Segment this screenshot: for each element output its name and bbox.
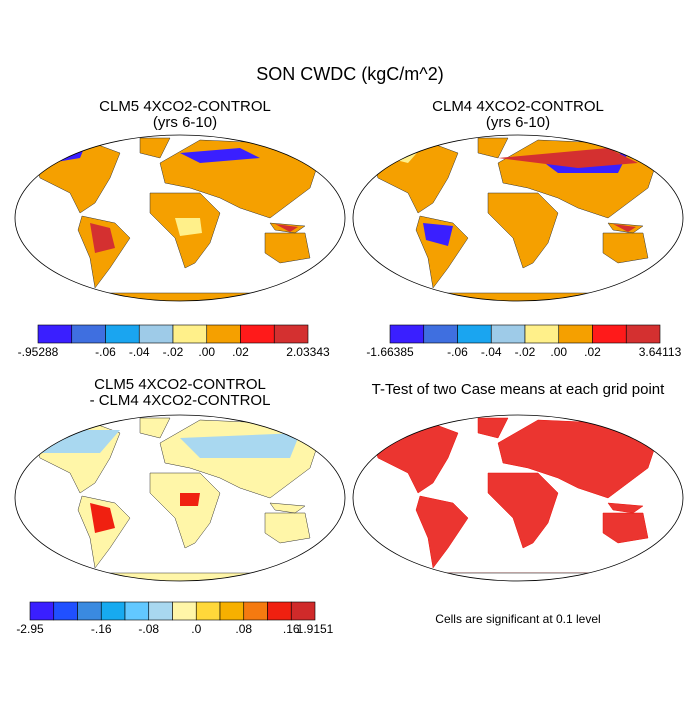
colorbar-label: 3.64113	[639, 345, 682, 359]
colorbar-box	[71, 324, 106, 344]
colorbar-label: .02	[232, 345, 249, 359]
colorbar-box	[423, 324, 458, 344]
panel-title: - CLM4 4XCO2-CONTROL	[90, 392, 271, 409]
colorbar-label: -.06	[95, 345, 116, 359]
colorbar-box	[389, 324, 425, 344]
colorbar-label: -.04	[129, 345, 150, 359]
colorbar-label: .08	[235, 622, 252, 636]
map	[352, 414, 684, 582]
colorbar-box	[53, 601, 78, 621]
colorbar-box	[206, 324, 241, 344]
panel-title: (yrs 6-10)	[153, 114, 217, 131]
colorbar-label: -.16	[91, 622, 112, 636]
colorbar-box	[77, 601, 102, 621]
colorbar-label: .02	[584, 345, 601, 359]
colorbar-box	[267, 601, 292, 621]
colorbar-box	[558, 324, 593, 344]
map	[14, 134, 346, 302]
colorbar-label: -.95288	[18, 345, 59, 359]
colorbar-label: .00	[550, 345, 567, 359]
panel-note: Cells are significant at 0.1 level	[435, 612, 600, 626]
colorbar-box	[240, 324, 275, 344]
panel-title: CLM4 4XCO2-CONTROL	[432, 98, 604, 115]
colorbar-box	[37, 324, 73, 344]
colorbar-label: .16	[283, 622, 300, 636]
colorbar-box	[100, 601, 126, 621]
figure-title: SON CWDC (kgC/m^2)	[256, 64, 443, 84]
panel-title: CLM5 4XCO2-CONTROL	[94, 376, 266, 393]
colorbar-label: -.02	[163, 345, 184, 359]
colorbar-box	[219, 601, 245, 621]
colorbar-box	[148, 601, 173, 621]
colorbar-box	[524, 324, 560, 344]
panel-title: CLM5 4XCO2-CONTROL	[99, 98, 271, 115]
colorbar-label: -2.95	[16, 622, 44, 636]
colorbar-box	[243, 601, 268, 621]
colorbar-box	[172, 324, 208, 344]
colorbar-box	[138, 324, 174, 344]
colorbar-label: -.06	[447, 345, 468, 359]
colorbar-box	[490, 324, 526, 344]
colorbar-label: .00	[198, 345, 215, 359]
colorbar-box	[457, 324, 492, 344]
colorbar-box	[625, 324, 661, 344]
colorbar-box	[195, 601, 221, 621]
colorbar-box	[273, 324, 309, 344]
map	[14, 414, 346, 582]
colorbar-box	[105, 324, 140, 344]
colorbar-box	[124, 601, 150, 621]
colorbar-box	[290, 601, 316, 621]
colorbar-label: -.04	[481, 345, 502, 359]
colorbar-label: -1.66385	[366, 345, 414, 359]
colorbar-label: 2.03343	[286, 345, 330, 359]
colorbar-box	[29, 601, 55, 621]
colorbar-label: -.02	[515, 345, 536, 359]
panel-title: (yrs 6-10)	[486, 114, 550, 131]
colorbar-label: 1.9151	[297, 622, 334, 636]
colorbar-box	[172, 601, 197, 621]
map	[352, 134, 684, 302]
colorbar-box	[592, 324, 627, 344]
colorbar-label: .0	[191, 622, 201, 636]
colorbar-label: -.08	[138, 622, 159, 636]
panel-title: T-Test of two Case means at each grid po…	[372, 381, 665, 398]
